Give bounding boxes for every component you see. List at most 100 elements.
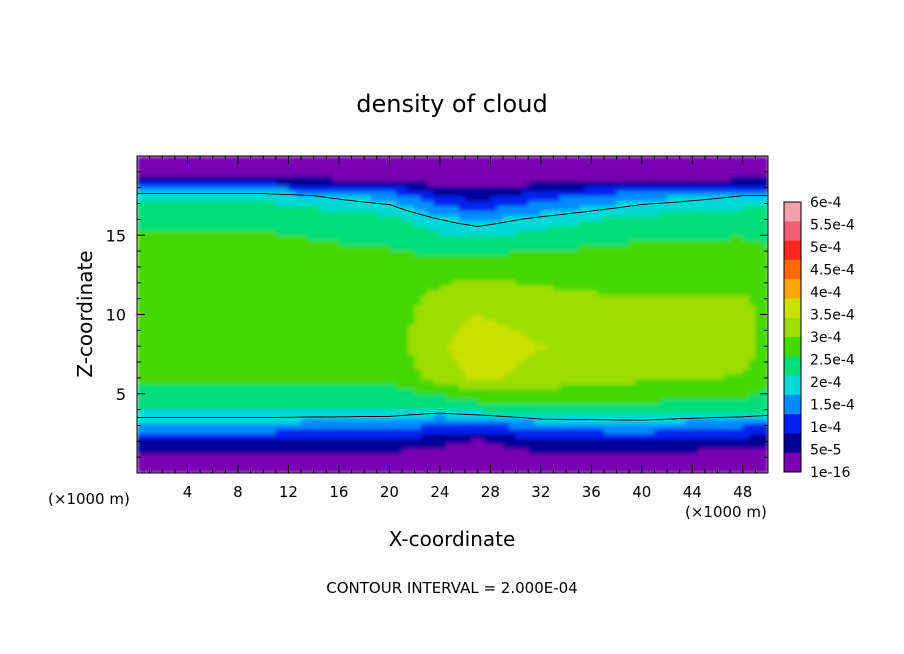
density-cell [402, 334, 409, 340]
density-cell [616, 269, 624, 276]
density-cell [509, 260, 517, 266]
density-cell [319, 314, 327, 321]
density-cell [509, 274, 517, 281]
density-cell [345, 309, 353, 316]
density-cell [484, 329, 491, 335]
density-cell [395, 225, 403, 231]
density-cell [553, 230, 561, 236]
density-cell [338, 289, 346, 296]
density-cell [711, 438, 719, 444]
density-cell [597, 324, 605, 330]
density-cell [635, 364, 643, 370]
density-cell [332, 408, 340, 415]
density-cell [446, 388, 454, 395]
density-cell [294, 324, 302, 330]
density-cell [263, 240, 271, 246]
density-cell [294, 388, 302, 395]
density-cell [622, 468, 630, 473]
density-cell [149, 354, 157, 360]
density-cell [187, 334, 195, 340]
density-cell [465, 463, 473, 469]
density-cell [591, 235, 599, 241]
density-cell [225, 309, 233, 316]
density-cell [420, 354, 428, 360]
density-cell [484, 423, 491, 430]
density-cell [143, 284, 151, 291]
density-cell [667, 344, 674, 350]
density-cell [477, 393, 485, 400]
density-cell [648, 428, 656, 434]
density-cell [395, 378, 403, 385]
density-cell [137, 255, 144, 261]
density-cell [155, 364, 163, 370]
density-cell [660, 260, 668, 266]
density-cell [219, 304, 226, 311]
density-cell [326, 255, 334, 261]
density-cell [219, 403, 226, 410]
density-cell [629, 453, 637, 459]
density-cell [679, 383, 687, 390]
density-cell [635, 408, 643, 415]
density-cell [200, 349, 208, 355]
density-cell [383, 383, 390, 390]
density-cell [458, 359, 466, 365]
density-cell [433, 339, 441, 345]
density-cell [685, 453, 693, 459]
density-cell [389, 403, 397, 410]
density-cell [225, 324, 233, 330]
density-cell [181, 398, 189, 405]
density-cell [212, 274, 220, 281]
density-cell [648, 398, 656, 405]
density-cell [219, 349, 226, 355]
density-cell [755, 393, 763, 400]
density-cell [692, 329, 700, 335]
density-cell [439, 339, 447, 345]
density-cell [313, 398, 321, 405]
density-cell [364, 463, 372, 469]
density-cell [338, 260, 346, 266]
density-cell [496, 299, 504, 306]
density-cell [572, 279, 580, 286]
density-cell [622, 443, 630, 449]
density-cell [477, 309, 485, 316]
density-cell [269, 364, 277, 370]
density-cell [187, 245, 195, 251]
density-cell [484, 468, 491, 473]
density-cell [648, 230, 656, 236]
density-cell [534, 264, 542, 271]
density-cell [641, 240, 649, 246]
density-cell [137, 364, 144, 370]
density-cell [212, 264, 220, 271]
density-cell [408, 294, 416, 301]
density-cell [578, 354, 586, 360]
density-cell [319, 448, 327, 454]
density-cell [534, 274, 542, 281]
density-cell [679, 269, 687, 276]
density-cell [597, 383, 605, 390]
density-cell [427, 230, 435, 236]
density-cell [187, 344, 195, 350]
density-cell [250, 364, 258, 370]
density-cell [414, 230, 422, 236]
density-cell [307, 339, 315, 345]
density-cell [629, 314, 637, 321]
density-cell [408, 388, 416, 395]
density-cell [237, 364, 245, 370]
density-cell [408, 359, 416, 365]
density-cell [294, 398, 302, 405]
density-cell [591, 269, 599, 276]
density-cell [559, 329, 567, 335]
density-cell [155, 260, 163, 266]
density-cell [698, 398, 706, 405]
density-cell [534, 378, 542, 385]
density-cell [603, 408, 611, 415]
density-cell [408, 274, 416, 281]
density-cell [338, 413, 346, 420]
density-cell [351, 309, 359, 316]
density-cell [319, 398, 327, 405]
density-cell [162, 408, 170, 415]
density-cell [313, 264, 321, 271]
density-cell [597, 349, 605, 355]
density-cell [237, 373, 245, 380]
density-cell [294, 235, 302, 241]
